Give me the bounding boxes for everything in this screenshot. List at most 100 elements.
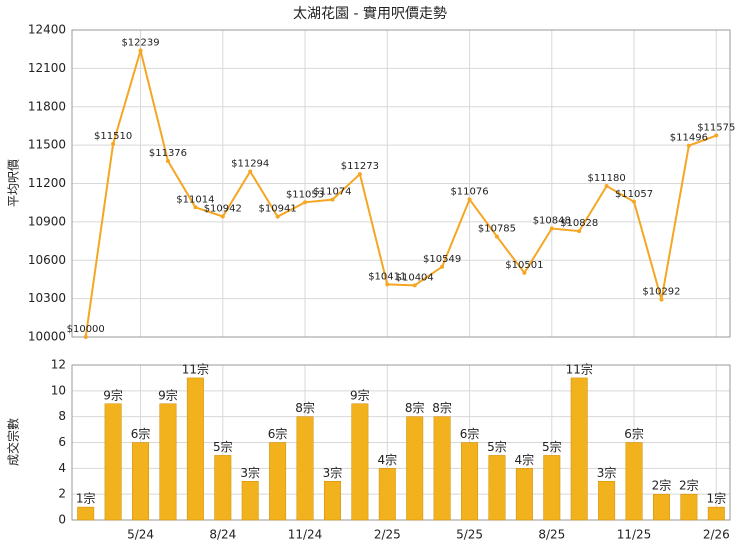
chart-title: 太湖花園 - 實用呎價走勢 [293,5,447,22]
value-label: $11053 [286,189,324,200]
value-label: 11宗 [182,361,209,376]
bar [269,442,287,521]
bar [214,455,232,521]
point [385,282,390,287]
y-tick-label: 6 [58,435,66,449]
value-label: $10941 [259,204,297,215]
bar [159,403,177,521]
bar [543,455,561,521]
y-tick-label: 8 [58,409,66,423]
bar [296,416,314,521]
y-tick-label: 12400 [28,23,66,37]
bar [104,403,122,521]
point [522,270,527,275]
value-label: $10942 [204,204,242,215]
y-tick-label: 4 [58,461,66,475]
point [440,264,445,269]
plot-frame [71,364,731,521]
value-label: $10000 [67,324,105,335]
value-label: $12239 [121,38,159,49]
value-label: 4宗 [377,452,397,467]
y-tick-label: 10600 [28,253,66,267]
value-label: $10785 [478,224,516,235]
value-label: 6宗 [131,426,151,441]
bar [652,493,670,521]
point [303,200,308,205]
value-label: $11014 [176,194,214,205]
point [193,205,198,210]
y-tick-label: 10300 [28,291,66,305]
y-tick-label: 10000 [28,330,66,344]
value-label: 3宗 [323,465,343,480]
point [714,133,719,138]
point [111,141,116,146]
y-axis-label: 成交宗數 [6,418,21,466]
value-label: $11294 [231,158,269,169]
value-label: 6宗 [268,426,288,441]
value-label: 2宗 [679,478,699,493]
bar [515,468,533,521]
y-tick-label: 12100 [28,61,66,75]
plot-frame [71,29,731,338]
bar [461,442,479,521]
bar [406,416,424,521]
bar [433,416,451,521]
value-label: 5宗 [213,439,233,454]
y-tick-label: 10900 [28,214,66,228]
bar [351,403,369,521]
value-label: 3宗 [240,465,260,480]
x-tick-label: 8/25 [538,528,565,542]
value-label: 2宗 [652,478,672,493]
y-tick-label: 2 [58,487,66,501]
value-label: 8宗 [432,400,452,415]
value-label: $11180 [588,173,626,184]
bar [598,481,616,521]
bar [680,493,698,521]
value-label: 9宗 [350,387,370,402]
value-label: $10404 [396,272,434,283]
bar [77,506,95,521]
point [165,158,170,163]
bar [488,455,506,521]
bar [132,442,150,521]
point [220,214,225,219]
value-label: 11宗 [566,361,593,376]
point [686,143,691,148]
value-label: 4宗 [515,452,535,467]
value-label: 8宗 [405,400,425,415]
point [275,214,280,219]
bar [378,468,396,521]
value-label: 1宗 [706,491,726,506]
point [138,48,143,53]
value-label: $10848 [533,216,571,227]
price-line [84,46,717,338]
x-tick-label: 11/25 [617,528,652,542]
y-tick-label: 11200 [28,176,66,190]
point [577,229,582,234]
value-label: 5宗 [487,439,507,454]
value-label: 3宗 [597,465,617,480]
y-tick-label: 11800 [28,99,66,113]
bar [323,481,341,521]
y-tick-label: 0 [58,513,66,527]
value-label: 6宗 [460,426,480,441]
point [659,297,664,302]
point [632,199,637,204]
point [412,283,417,288]
point [83,335,88,339]
point [330,197,335,202]
bar [707,506,725,521]
x-tick-label: 2/25 [374,528,401,542]
value-label: $10411 [368,271,406,282]
value-label: $11575 [697,123,735,134]
value-label: $10828 [560,218,598,229]
point [467,197,472,202]
value-label: $11273 [341,161,379,172]
bar [570,377,588,521]
point [604,184,609,189]
value-label: $11496 [670,133,708,144]
value-label: 6宗 [624,426,644,441]
x-tick-label: 11/24 [288,528,323,542]
value-label: $11074 [313,187,351,198]
